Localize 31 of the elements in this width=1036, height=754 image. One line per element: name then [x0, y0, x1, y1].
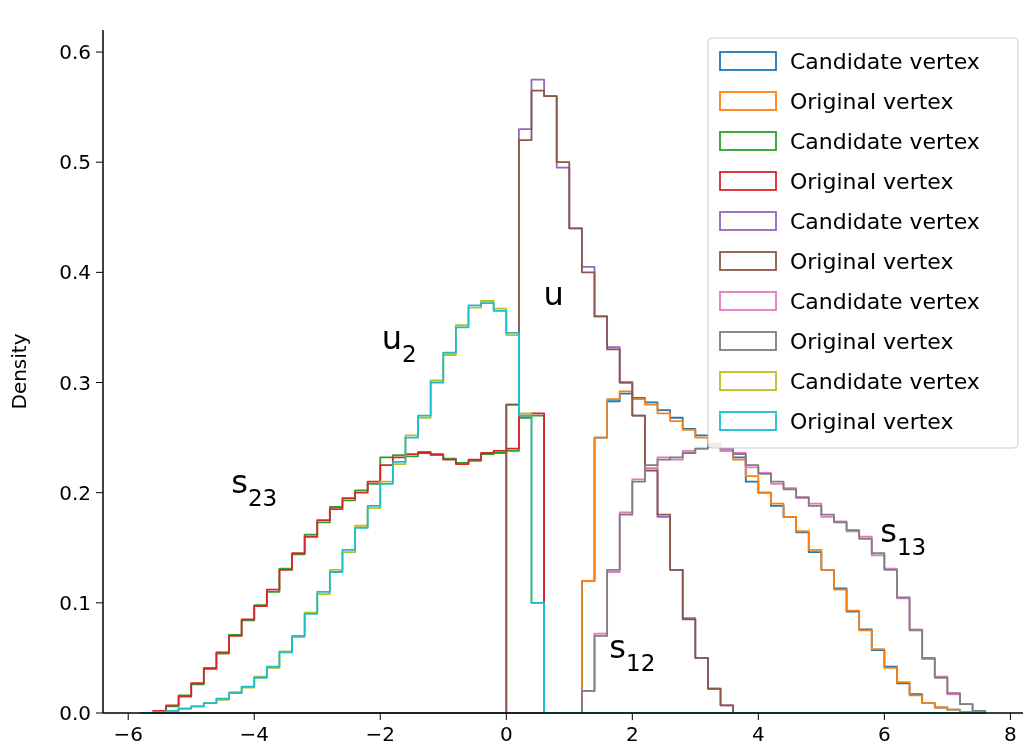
x-tick-label: −6	[113, 722, 143, 746]
annotation: u	[543, 275, 564, 314]
annotation: u$_{2}$	[381, 319, 417, 368]
legend-label: Candidate vertex	[790, 289, 980, 314]
y-tick-label: 0.6	[59, 40, 91, 65]
x-tick-label: 0	[499, 722, 513, 746]
legend-label: Original vertex	[790, 409, 954, 434]
legend-label: Candidate vertex	[790, 49, 980, 74]
legend-label: Original vertex	[790, 89, 954, 114]
x-tick-label: 6	[878, 722, 891, 746]
y-tick-label: 0.3	[59, 370, 91, 395]
legend-label: Candidate vertex	[790, 209, 980, 234]
x-tick-label: −2	[365, 722, 395, 746]
annotation: s$_{12}$	[609, 627, 656, 676]
legend-label: Candidate vertex	[790, 369, 980, 394]
x-tick-label: −4	[239, 722, 269, 746]
y-tick-label: 0.5	[59, 150, 91, 175]
y-tick-label: 0.4	[59, 260, 91, 285]
legend-label: Candidate vertex	[790, 129, 980, 154]
x-tick-label: 8	[1004, 722, 1017, 746]
legend-label: Original vertex	[790, 169, 954, 194]
annotation: s$_{13}$	[880, 512, 927, 561]
y-tick-label: 0.1	[59, 590, 91, 615]
y-tick-label: 0.2	[59, 480, 91, 505]
legend-label: Original vertex	[790, 249, 954, 274]
y-tick-label: 0.0	[59, 701, 91, 725]
x-tick-label: 4	[751, 722, 765, 746]
y-axis-title: Density	[7, 333, 31, 410]
annotation: s$_{23}$	[231, 462, 278, 511]
x-tick-label: 2	[625, 722, 639, 746]
legend-label: Original vertex	[790, 329, 954, 354]
